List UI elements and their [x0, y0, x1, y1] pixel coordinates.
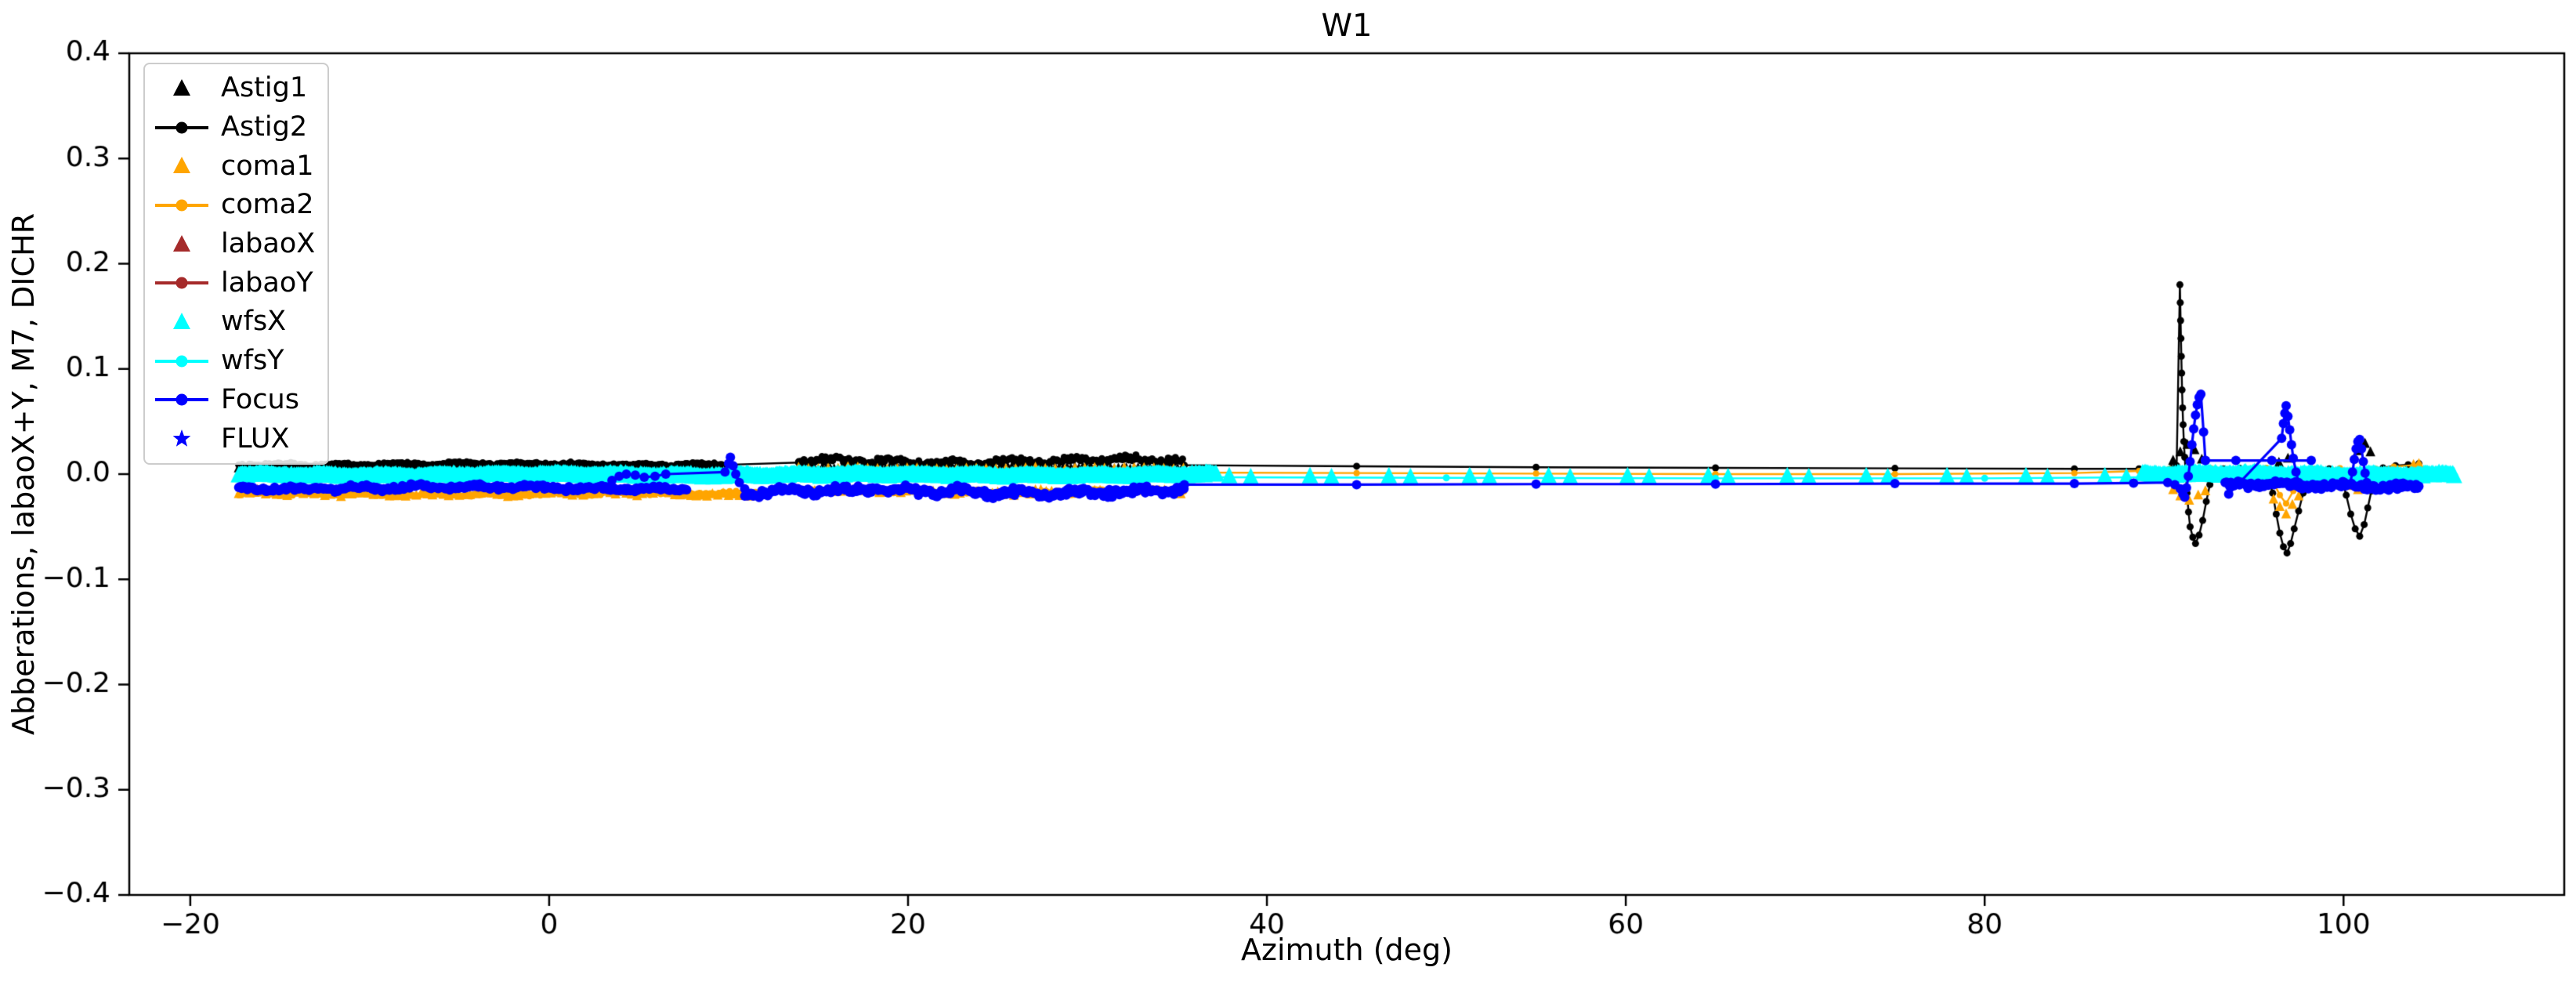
chart-title: W1 [1321, 8, 1373, 44]
legend-item-labaoy: labaoY [153, 265, 320, 301]
coma1-marker-icon [173, 157, 190, 174]
legend-item-wfsx: wfsX [153, 304, 320, 340]
legend-label-astig2: Astig2 [221, 111, 308, 143]
legend-label-labaoy: labaoY [221, 266, 313, 299]
legend-label-focus: Focus [221, 383, 299, 415]
legend-label-wfsx: wfsX [221, 306, 287, 338]
y-axis-label: Abberations, labaoX+Y, M7, DICHR [6, 212, 41, 736]
legend-label-coma1: coma1 [221, 150, 314, 182]
legend-item-wfsy: wfsY [153, 343, 320, 379]
wfsx-marker-icon [173, 312, 190, 329]
legend-label-flux: FLUX [221, 422, 290, 455]
legend-item-flux: FLUX [153, 421, 320, 457]
legend-label-coma2: coma2 [221, 189, 314, 221]
astig1-marker-icon [173, 78, 190, 96]
legend-item-labaox: labaoX [153, 226, 320, 263]
astig2-marker-icon [155, 121, 208, 134]
x-axis-label: Azimuth (deg) [1241, 933, 1453, 967]
wfsy-marker-icon [155, 355, 208, 368]
legend: Astig1 Astig2 coma1 coma2 labaoX labaoY wfsX wf… [143, 63, 329, 465]
legend-label-astig1: Astig1 [221, 72, 308, 104]
legend-label-labaox: labaoX [221, 228, 316, 260]
legend-item-astig1: Astig1 [153, 71, 320, 107]
legend-item-coma1: coma1 [153, 148, 320, 184]
coma2-marker-icon [155, 199, 208, 212]
labaox-marker-icon [173, 234, 190, 252]
flux-marker-icon [172, 429, 191, 447]
legend-item-coma2: coma2 [153, 187, 320, 223]
legend-item-astig2: Astig2 [153, 110, 320, 146]
legend-item-focus: Focus [153, 382, 320, 418]
focus-marker-icon [155, 393, 208, 406]
legend-label-wfsy: wfsY [221, 345, 284, 377]
labaoy-marker-icon [155, 277, 208, 289]
